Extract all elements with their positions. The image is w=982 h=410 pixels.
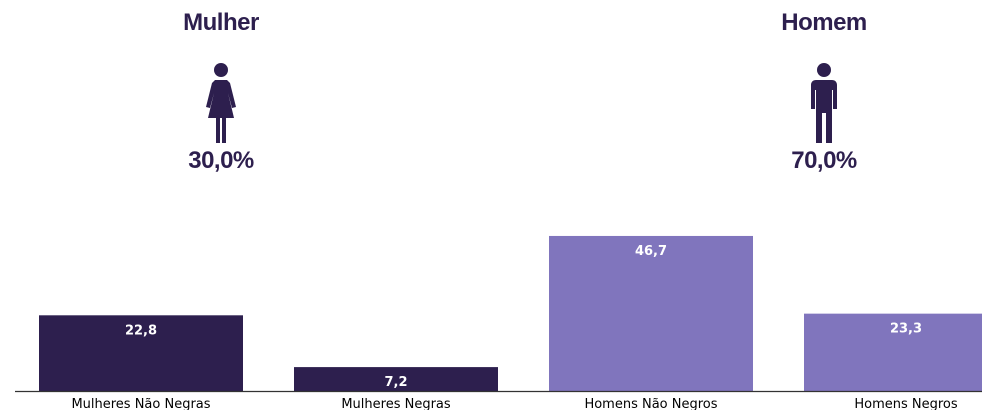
gender-female-percent: 30,0% xyxy=(188,147,254,174)
gender-male: Homem 70,0% xyxy=(734,8,914,175)
gender-female-title: Mulher xyxy=(183,9,259,36)
gender-male-title: Homem xyxy=(781,9,867,36)
bar-value-label-1: 7,2 xyxy=(384,375,407,390)
bar-value-label-2: 46,7 xyxy=(635,244,667,259)
category-label-1: Mulheres Negras xyxy=(341,397,451,410)
bar-2 xyxy=(549,235,753,391)
bar-value-label-0: 22,8 xyxy=(125,323,157,338)
bar-0 xyxy=(39,315,243,391)
category-label-2: Homens Não Negros xyxy=(584,397,717,410)
category-label-0: Mulheres Não Negras xyxy=(71,397,210,410)
bar-value-label-3: 23,3 xyxy=(890,322,922,337)
gender-male-percent: 70,0% xyxy=(791,147,857,174)
category-label-3: Homens Negros xyxy=(854,397,958,410)
bar-3 xyxy=(804,313,982,391)
man-icon xyxy=(811,63,837,143)
gender-female: Mulher 30,0% xyxy=(131,8,311,175)
woman-icon xyxy=(206,63,236,143)
bar-1 xyxy=(294,367,498,391)
